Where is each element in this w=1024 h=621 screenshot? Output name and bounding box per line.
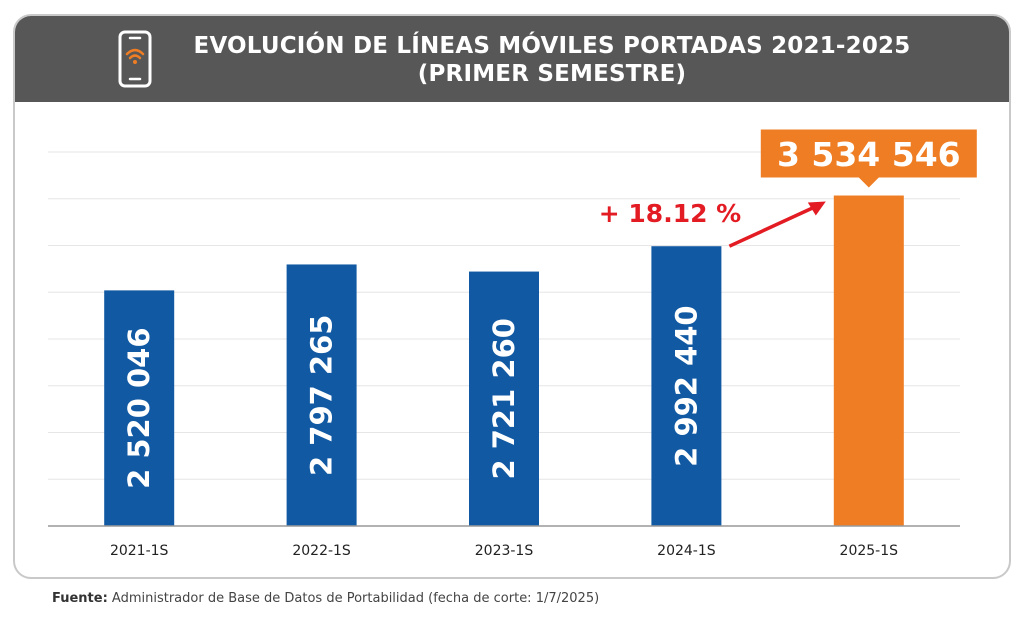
bar-2023-1S xyxy=(469,271,539,526)
bar-value-label: 2 992 440 xyxy=(669,305,703,466)
source-note: Fuente: Administrador de Base de Datos d… xyxy=(52,591,599,606)
bar-value-label: 2 797 265 xyxy=(305,315,339,476)
x-tick-label: 2024-1S xyxy=(657,543,716,559)
bar-2025-1S xyxy=(833,195,904,526)
bar-2021-1S xyxy=(104,290,175,526)
x-tick-label: 2023-1S xyxy=(475,543,534,559)
title-bar: EVOLUCIÓN DE LÍNEAS MÓVILES PORTADAS 202… xyxy=(15,16,1009,102)
x-tick-label: 2025-1S xyxy=(840,543,899,559)
x-tick-label: 2022-1S xyxy=(292,543,351,559)
growth-arrow-line xyxy=(728,204,817,248)
smartphone-wifi-icon xyxy=(118,30,152,88)
chart-title-line-1: EVOLUCIÓN DE LÍNEAS MÓVILES PORTADAS 202… xyxy=(193,33,911,59)
bar-value-label: 2 520 046 xyxy=(122,327,156,488)
bar-value-label: 2 721 260 xyxy=(487,318,521,479)
growth-annotation: + 18.12 % xyxy=(599,199,741,228)
value-callout xyxy=(760,129,977,188)
bar-2024-1S xyxy=(651,246,722,527)
source-text: Administrador de Base de Datos de Portab… xyxy=(107,591,600,606)
x-tick-label: 2021-1S xyxy=(110,543,169,559)
chart-title-line-2: (PRIMER SEMESTRE) xyxy=(417,61,687,87)
chart-title: EVOLUCIÓN DE LÍNEAS MÓVILES PORTADAS 202… xyxy=(135,32,969,88)
source-label: Fuente: xyxy=(52,591,108,606)
bar-value-label: 3 534 546 xyxy=(777,135,961,174)
growth-arrow-head xyxy=(807,201,826,216)
bar-2022-1S xyxy=(286,264,357,526)
